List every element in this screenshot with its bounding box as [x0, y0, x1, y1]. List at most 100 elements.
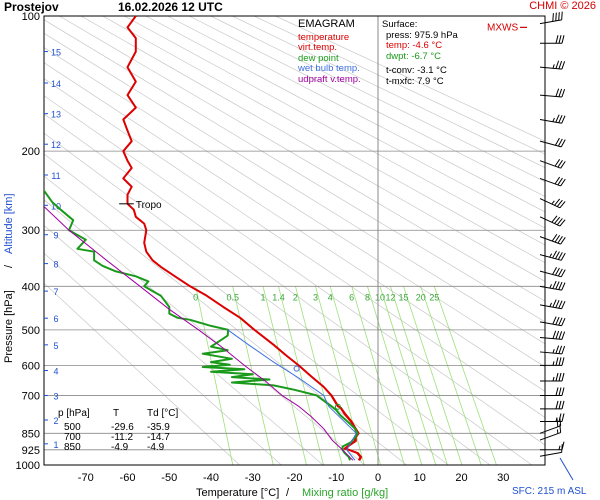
wind-barb	[539, 60, 566, 70]
wind-barb	[539, 176, 566, 187]
table-cell: 700	[64, 432, 81, 443]
wind-barb	[539, 215, 566, 227]
surface-elevation-label: SFC: 215 m ASL	[512, 486, 587, 497]
dry-adiabat	[44, 47, 545, 368]
altitude-tick-label: 11	[51, 171, 60, 181]
dry-adiabat	[44, 95, 545, 446]
dry-adiabat	[253, 16, 545, 155]
legend-title: EMAGRAM	[298, 18, 355, 30]
surface-tmxfc: t-mxfc: 7.9 °C	[386, 75, 444, 87]
temperature-tick-label: -60	[120, 472, 136, 484]
wind-barb	[539, 316, 566, 327]
profile-virt-temp	[254, 329, 363, 461]
pressure-tick-label: 850	[22, 428, 40, 440]
mixing-ratio-line	[232, 286, 274, 465]
x-axis-label-2: Mixing ratio [g/kg]	[302, 487, 388, 499]
dry-adiabat	[275, 16, 545, 142]
dry-adiabat	[210, 16, 545, 183]
mixing-ratio-label: 25	[429, 292, 439, 302]
pressure-tick-label: 100	[22, 11, 40, 23]
legend-box: EMAGRAM temperature virt.temp. dew point…	[298, 19, 361, 85]
mixing-ratio-label: 0	[193, 292, 198, 302]
altitude-tick-label: 5	[53, 341, 58, 351]
mixing-ratio-line	[367, 286, 423, 465]
table-header: Td [°C]	[147, 408, 178, 419]
altitude-tick-label: 13	[51, 110, 61, 120]
altitude-tick-label: 1	[53, 440, 58, 450]
table-header: p [hPa]	[58, 408, 90, 419]
temperature-tick-label: 10	[414, 472, 426, 484]
temperature-tick-label: 30	[497, 472, 509, 484]
wind-barb	[539, 417, 562, 434]
wind-barb	[539, 250, 566, 261]
copyright: CHMI © 2026	[529, 0, 596, 12]
pressure-tick-label: 500	[22, 325, 40, 337]
profile-wet-bulb-temp	[227, 329, 357, 461]
dry-adiabat	[44, 62, 545, 392]
temperature-tick-label: -10	[328, 472, 344, 484]
table-cell: -11.2	[111, 432, 133, 443]
wind-barb	[540, 400, 565, 410]
wind-barb	[539, 345, 566, 355]
x-axis-label: Temperature [°C]	[196, 487, 279, 499]
dry-adiabat	[44, 153, 449, 465]
y-axis-label: Pressure [hPa]	[3, 290, 15, 363]
dry-adiabat	[80, 16, 545, 282]
table-cell: -4.9	[111, 442, 129, 453]
altitude-tick-label: 12	[51, 140, 61, 150]
wind-barb	[539, 267, 566, 278]
pressure-tick-label: 300	[22, 225, 40, 237]
mixing-ratio-line	[195, 286, 234, 465]
mixing-ratio-label: 3	[313, 292, 318, 302]
temperature-tick-label: -50	[161, 472, 177, 484]
dry-adiabat	[44, 132, 491, 465]
mixing-ratio-line	[295, 286, 343, 465]
legend-item-virt-temp: virt.temp.	[298, 42, 338, 53]
mixing-ratio-line	[390, 286, 448, 465]
altitude-tick-label: 3	[53, 391, 58, 401]
dry-adiabat	[44, 225, 324, 465]
dry-adiabat	[188, 16, 545, 197]
pressure-tick-label: 400	[22, 281, 40, 293]
condensation-level-marker	[334, 403, 341, 410]
dry-adiabat	[44, 199, 366, 465]
mixing-ratio-label: 10	[375, 292, 385, 302]
mixing-ratio-line	[433, 286, 497, 465]
wet-bulb-marker	[293, 365, 300, 372]
table-cell: -35.9	[147, 422, 170, 433]
temperature-tick-label: 20	[455, 472, 467, 484]
profile-udpraft-v-temp	[44, 205, 354, 461]
legend-item-updraft: udpraft v.temp.	[298, 73, 361, 85]
mixing-ratio-label: 1	[261, 292, 266, 302]
wind-barb	[539, 233, 566, 245]
mixing-ratio-label: 4	[328, 292, 333, 302]
mixing-ratio-line	[420, 286, 482, 465]
mixing-ratio-line	[278, 286, 324, 465]
dry-adiabat	[44, 19, 545, 323]
wind-barb	[539, 280, 566, 291]
dry-adiabat	[145, 16, 545, 229]
wind-barb	[539, 88, 566, 98]
mixing-ratio-label: 12	[385, 292, 395, 302]
wind-barb	[539, 137, 566, 148]
temperature-tick-label: -20	[287, 472, 303, 484]
wind-barb	[539, 159, 566, 169]
wind-barb	[540, 357, 565, 366]
profile-dew-point	[44, 189, 359, 461]
wind-barb	[539, 198, 566, 209]
x-axis-separator: /	[286, 487, 290, 499]
altitude-tick-label: 7	[53, 287, 58, 297]
wind-barb	[540, 372, 565, 382]
y-axis-label-2: Altitude [km]	[3, 193, 15, 254]
legend-item-wet-bulb: wet bulb temp.	[298, 63, 360, 74]
y-axis-separator: /	[3, 264, 15, 268]
table-header: T	[113, 408, 119, 419]
wind-barb	[539, 330, 566, 340]
pressure-tick-label: 925	[22, 445, 40, 457]
dry-adiabat	[167, 16, 545, 213]
legend-item-dew-point: dew point	[298, 52, 339, 64]
wind-barb	[539, 11, 563, 25]
mixing-ratio-label: 6	[349, 292, 354, 302]
pressure-tick-label: 1000	[16, 460, 40, 472]
